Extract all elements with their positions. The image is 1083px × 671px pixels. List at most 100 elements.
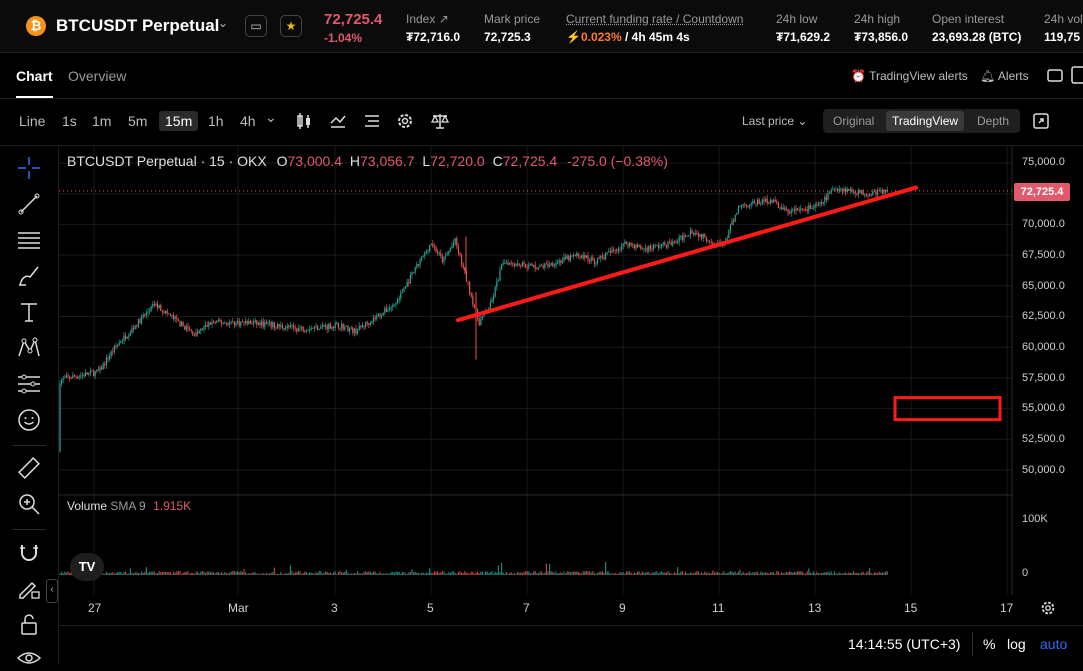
scale-icon[interactable]	[430, 111, 450, 131]
brush-icon[interactable]	[16, 263, 42, 289]
candle-body	[827, 193, 829, 200]
view-depth[interactable]: Depth	[977, 114, 1010, 128]
chevron-down-icon[interactable]: ⌄	[218, 16, 229, 30]
axis-settings-icon[interactable]	[1039, 599, 1057, 617]
view-tradingview[interactable]: TradingView	[886, 111, 965, 131]
timeframe-1s[interactable]: 1s	[62, 113, 77, 129]
timeframe-5m[interactable]: 5m	[128, 113, 148, 129]
unlock-icon[interactable]	[16, 611, 42, 637]
candle-body	[385, 308, 387, 312]
more-icon[interactable]	[1071, 66, 1083, 84]
volume-bar	[857, 572, 859, 575]
candle-body	[763, 199, 765, 202]
text-tool-icon[interactable]	[16, 299, 42, 325]
candle-body	[689, 230, 691, 235]
external-link-icon[interactable]: ↗	[438, 12, 449, 26]
volume-bar	[790, 571, 792, 575]
candle-body	[99, 367, 101, 372]
tradingview-alerts-button[interactable]: ⏰ TradingView alerts	[851, 69, 968, 83]
settings-gear-icon[interactable]	[395, 111, 415, 131]
volume-bar	[688, 573, 690, 575]
trend-line-icon[interactable]	[16, 191, 42, 217]
book-icon[interactable]: ▭	[245, 15, 267, 37]
percent-scale-button[interactable]: %	[983, 636, 996, 652]
candle-body	[453, 242, 455, 246]
fullscreen-icon[interactable]	[1031, 111, 1051, 131]
star-icon[interactable]: ★	[280, 15, 302, 37]
indicators-icon[interactable]	[328, 111, 348, 131]
volume-bar	[813, 571, 815, 575]
volume-bar	[846, 573, 848, 575]
log-scale-button[interactable]: log	[1007, 636, 1026, 652]
candle-body	[853, 191, 855, 193]
volume-bar	[558, 572, 560, 575]
candle-body	[430, 243, 432, 246]
eye-icon[interactable]	[16, 645, 42, 671]
ruler-icon[interactable]	[16, 455, 42, 481]
view-original[interactable]: Original	[833, 114, 875, 128]
volume-bar	[342, 572, 344, 575]
timeframe-15m[interactable]: 15m	[159, 111, 199, 131]
pencil-lock-icon[interactable]	[16, 575, 42, 601]
candle-body	[509, 262, 511, 265]
timeframe-dropdown-icon[interactable]: ⌄	[265, 109, 277, 125]
volume-bar	[155, 573, 157, 575]
line-chart-button[interactable]: Line	[19, 113, 46, 129]
volume-bar	[662, 572, 664, 575]
volume-bar	[515, 573, 517, 575]
zoom-in-icon[interactable]	[16, 491, 42, 517]
candle-body	[310, 328, 312, 330]
collapse-toolbar-button[interactable]: ‹	[46, 579, 58, 603]
volume-bar	[753, 572, 755, 575]
layout-icon[interactable]	[1047, 69, 1063, 82]
candle-body	[174, 317, 176, 320]
candle-body	[416, 264, 418, 268]
volume-bar	[104, 573, 106, 575]
candle-type-icon[interactable]	[294, 111, 314, 131]
candle-body	[205, 325, 207, 327]
list-icon[interactable]	[362, 111, 382, 131]
volume-legend: Volume SMA 9 1.915K	[67, 499, 191, 513]
timeframe-4h[interactable]: 4h	[240, 113, 256, 129]
volume-bar	[275, 573, 277, 575]
candle-body	[505, 262, 507, 264]
candle-body	[102, 363, 104, 370]
candle-body	[355, 328, 357, 334]
volume-bar	[776, 570, 778, 575]
volume-bar	[398, 571, 400, 575]
timeframe-1m[interactable]: 1m	[92, 113, 112, 129]
volume-bar	[702, 573, 704, 575]
stat-label[interactable]: Current funding rate / Countdown	[566, 12, 744, 26]
volume-bar	[382, 573, 384, 575]
volume-bar	[416, 572, 418, 575]
volume-bar	[734, 571, 736, 575]
volume-bar	[621, 572, 623, 575]
candle-body	[93, 371, 95, 376]
crosshair-icon[interactable]	[16, 155, 42, 181]
volume-bar	[417, 572, 419, 575]
emoji-icon[interactable]	[16, 407, 42, 433]
volume-bar	[859, 573, 861, 575]
candle-body	[854, 191, 856, 194]
pattern-icon[interactable]	[16, 335, 42, 361]
volume-bar	[779, 573, 781, 575]
last-price-dropdown[interactable]: Last price ⌄	[742, 114, 807, 128]
volume-bar	[761, 572, 763, 575]
candle-body	[811, 207, 813, 209]
tradingview-logo[interactable]: TV	[70, 553, 104, 581]
timeframe-1h[interactable]: 1h	[208, 113, 224, 129]
tab-overview[interactable]: Overview	[68, 68, 127, 84]
alerts-button[interactable]: 🔔︎ Alerts	[980, 69, 1029, 83]
volume-bar	[297, 571, 299, 575]
price-chart[interactable]	[59, 146, 1083, 625]
tab-chart[interactable]: Chart	[16, 68, 53, 84]
clock-timezone[interactable]: 14:14:55 (UTC+3)	[848, 636, 961, 652]
legend-h-label: H	[349, 153, 360, 169]
prediction-icon[interactable]	[16, 371, 42, 397]
pair-selector[interactable]: BTCUSDT Perpetual	[56, 16, 220, 35]
stat-value: ₮73,856.0	[854, 30, 909, 44]
volume-bar	[824, 572, 826, 575]
auto-scale-button[interactable]: auto	[1040, 636, 1068, 652]
horizontal-lines-icon[interactable]	[16, 227, 42, 253]
magnet-icon[interactable]	[16, 539, 42, 565]
